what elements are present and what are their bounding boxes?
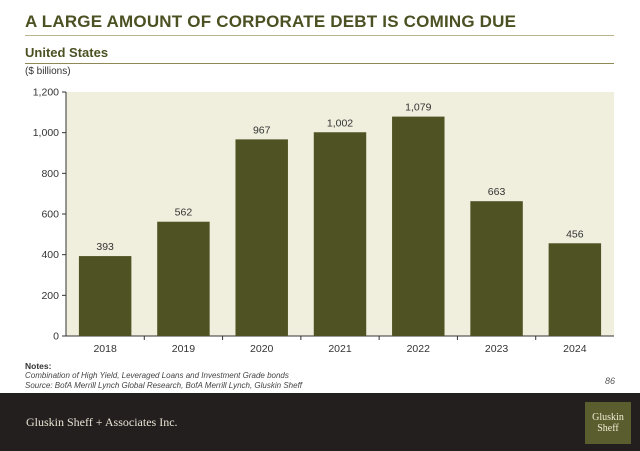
notes-block: Notes: Combination of High Yield, Levera… [25,361,302,391]
logo-text-line-1: Gluskin [592,412,624,423]
footer-bar: Gluskin Sheff + Associates Inc. Gluskin … [0,393,640,451]
notes-line-1: Combination of High Yield, Leveraged Loa… [25,371,289,380]
x-tick-label-2022: 2022 [407,343,431,355]
data-label-2019: 562 [175,207,193,219]
x-tick-label-2021: 2021 [328,343,352,355]
data-label-2020: 967 [253,124,271,136]
bar-2022 [392,116,445,336]
y-tick-label: 1,200 [33,87,59,99]
bar-2021 [313,132,367,336]
firm-name: Gluskin Sheff + Associates Inc. [26,415,178,429]
y-tick-label: 0 [53,331,59,343]
data-label-2022: 1,079 [405,102,431,114]
units-label: ($ billions) [25,66,71,77]
logo-text-line-2: Sheff [597,423,619,434]
bar-2023 [470,201,523,336]
x-tick-label-2019: 2019 [172,343,196,355]
chart-subtitle: United States [25,45,109,60]
bar-2018 [78,256,132,336]
y-tick-label: 400 [41,249,59,261]
page-number: 86 [605,376,616,386]
y-tick-label: 1,000 [33,127,59,139]
y-tick-label: 600 [41,209,59,221]
x-tick-label-2020: 2020 [250,343,274,355]
title-divider [25,35,614,36]
page-title: A LARGE AMOUNT OF CORPORATE DEBT IS COMI… [25,12,517,31]
x-tick-label-2018: 2018 [93,343,117,355]
notes-heading: Notes: [25,361,52,371]
y-tick-label: 800 [41,168,59,180]
bar-2019 [157,221,210,336]
bar-2024 [548,243,602,336]
notes-line-2: Source: BofA Merrill Lynch Global Resear… [25,381,303,390]
firm-logo: Gluskin Sheff [585,402,631,444]
subtitle-divider [25,63,614,64]
x-tick-label-2024: 2024 [563,343,587,355]
data-label-2021: 1,002 [327,117,353,129]
bar-chart: 0 200 400 600 800 1,000 1,200 393 2018 562 2019 967… [33,87,614,355]
data-label-2018: 393 [96,241,114,253]
bar-2020 [235,139,288,336]
x-tick-label-2023: 2023 [485,343,509,355]
y-tick-label: 200 [41,290,59,302]
data-label-2023: 663 [488,186,506,198]
data-label-2024: 456 [566,228,584,240]
